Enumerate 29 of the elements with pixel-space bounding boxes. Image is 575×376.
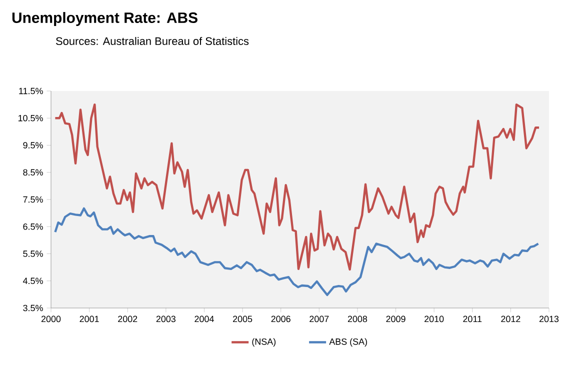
y-tick-label: 9.5% xyxy=(23,142,43,148)
x-tick-label: 2008 xyxy=(348,316,368,322)
x-tick-label: 2001 xyxy=(80,316,99,322)
y-tick-label: 5.5% xyxy=(23,250,43,257)
y-tick-label: 10.5% xyxy=(18,114,43,122)
legend-label: (NSA) xyxy=(252,338,276,347)
y-tick-label: 6.5% xyxy=(23,223,43,230)
x-tick-label: 2012 xyxy=(501,316,520,322)
x-tick-label: 2002 xyxy=(118,316,138,322)
x-tick-label: 2010 xyxy=(424,316,444,322)
x-tick-label: 2004 xyxy=(194,316,214,322)
x-tick-label: 2009 xyxy=(386,316,406,322)
y-tick-label: 8.5% xyxy=(23,169,43,176)
line-series xyxy=(54,207,540,296)
x-tick-label: 2011 xyxy=(463,316,482,322)
chart-title: Unemployment Rate: ABS xyxy=(12,12,198,26)
line-series xyxy=(54,103,540,271)
x-tick-label: 2000 xyxy=(41,316,61,322)
y-tick-label: 4.5% xyxy=(22,278,43,284)
y-tick-label: 3.5% xyxy=(23,304,43,312)
y-tick-label: 7.5% xyxy=(23,196,43,203)
y-tick-label: 11.5% xyxy=(19,88,43,94)
x-tick-label: 2005 xyxy=(233,316,252,322)
legend-label: ABS (SA) xyxy=(329,338,367,347)
x-tick-label: 2013 xyxy=(539,316,559,322)
x-tick-label: 2006 xyxy=(271,316,290,322)
x-tick-label: 2003 xyxy=(156,316,176,322)
x-tick-label: 2007 xyxy=(310,316,329,322)
chart-subtitle: Sources: Australian Bureau of Statistics xyxy=(56,36,249,46)
